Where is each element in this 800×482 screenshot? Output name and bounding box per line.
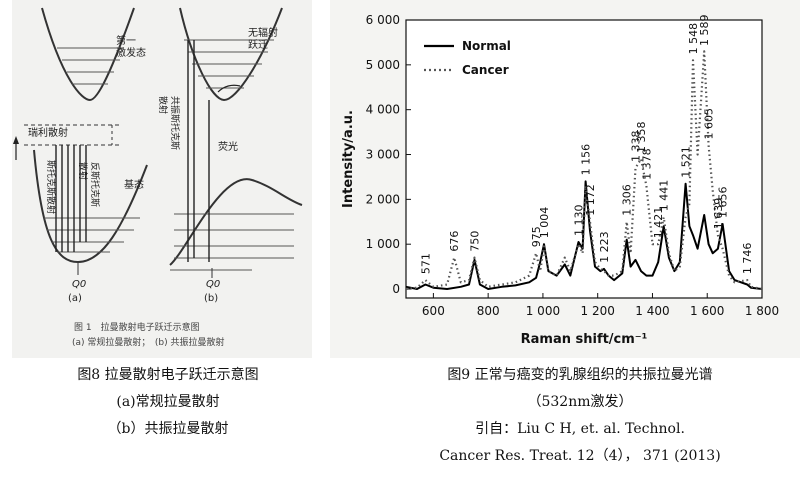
- x-tick-label: 1 600: [690, 304, 724, 318]
- right-figure-caption: 图9 正常与癌变的乳腺组织的共振拉曼光谱 （532nm激发） 引自：Liu C …: [360, 362, 800, 470]
- right-caption-title: 图9 正常与癌变的乳腺组织的共振拉曼光谱: [447, 367, 713, 383]
- label-q0-a: Q0: [72, 279, 86, 290]
- raman-spectrum-chart: 0 1 000 2 000 3 000 4 000 5 000 6 000 600 800 1 0…: [330, 0, 800, 358]
- peak-label: 571: [419, 253, 432, 274]
- transition-lines-a: [55, 145, 87, 252]
- peak-label: 975: [530, 226, 543, 247]
- x-tick-label: 1 800: [745, 304, 779, 318]
- peak-label: 1 004: [538, 207, 551, 239]
- legend-cancer-label: Cancer: [462, 63, 509, 77]
- raman-spectrum-svg: 0 1 000 2 000 3 000 4 000 5 000 6 000 600 800 1 0…: [330, 0, 800, 358]
- x-tick-label: 800: [477, 304, 500, 318]
- series-cancer-line: [405, 50, 763, 291]
- inner-caption-1: 图 1 拉曼散射电子跃迁示意图: [74, 321, 200, 333]
- right-caption-citation-2: Cancer Res. Treat. 12（4）， 371 (2013): [439, 448, 721, 464]
- x-tick-label: 1 200: [581, 304, 615, 318]
- peak-label: 1 223: [598, 231, 611, 263]
- y-axis-label: Intensity/a.u.: [341, 110, 356, 208]
- peak-label: 750: [469, 231, 482, 252]
- peak-label: 1 130: [573, 205, 586, 237]
- label-stokes: 斯托克斯散射: [45, 160, 57, 214]
- transition-diagram-svg: 第一 激发态 瑞利散射 斯托克斯散射 反斯托克斯 散射 基态 无辐射 跃迁 共振…: [12, 0, 312, 358]
- legend-normal-label: Normal: [462, 39, 511, 53]
- inner-caption-2: (a) 常规拉曼散射； (b) 共振拉曼散射: [72, 336, 225, 348]
- transition-diagram: 第一 激发态 瑞利散射 斯托克斯散射 反斯托克斯 散射 基态 无辐射 跃迁 共振…: [12, 0, 312, 358]
- ground-state-curve-b: [169, 178, 303, 266]
- peak-label: 1 421: [652, 207, 665, 239]
- peak-label: 1 378: [640, 148, 653, 180]
- y-tick-label: 1 000: [366, 237, 400, 251]
- excited-state-curve-a: [41, 7, 135, 102]
- label-first-excited: 第一 激发态: [116, 34, 146, 59]
- y-tick-label: 3 000: [366, 148, 400, 162]
- peak-label: 1 639: [712, 198, 725, 230]
- label-ground: 基态: [124, 178, 144, 191]
- plot-area: [405, 19, 763, 299]
- label-fluorescence: 荧光: [218, 140, 238, 153]
- legend: Normal Cancer: [424, 39, 511, 77]
- left-caption-a: (a)常规拉曼散射: [116, 394, 220, 410]
- peak-label: 1 589: [698, 15, 711, 47]
- x-tick-label: 1 400: [635, 304, 669, 318]
- label-rayleigh: 瑞利散射: [28, 126, 68, 139]
- panel-b-label: (b): [204, 293, 218, 304]
- nonradiative-arrow: [217, 84, 241, 93]
- y-tick-label: 4 000: [366, 103, 400, 117]
- peak-label: 1 358: [635, 122, 648, 154]
- peak-label: 1 605: [703, 108, 716, 140]
- label-q0-b: Q0: [206, 279, 220, 290]
- y-tick-label: 2 000: [366, 192, 400, 206]
- right-caption-citation-1: 引自：Liu C H, et. al. Technol.: [475, 421, 685, 437]
- right-caption-excitation: （532nm激发）: [527, 394, 633, 410]
- x-axis-label: Raman shift/cm⁻¹: [521, 332, 648, 347]
- peak-label: 1 172: [584, 184, 597, 216]
- label-antistokes: 反斯托克斯 散射: [77, 162, 101, 210]
- label-resonance: 共振斯托克斯 散射: [157, 96, 181, 153]
- transition-lines-b: [187, 40, 210, 262]
- panel-a-label: (a): [68, 293, 82, 304]
- panel-b: [169, 7, 303, 278]
- excited-levels-a: [57, 47, 124, 85]
- left-caption-title: 图8 拉曼散射电子跃迁示意图: [77, 367, 259, 383]
- peak-label: 1 746: [741, 243, 754, 275]
- y-tick-label: 0: [392, 282, 400, 296]
- peak-label: 1 306: [621, 184, 634, 216]
- peak-label: 1 521: [680, 146, 693, 178]
- peak-label: 1 548: [687, 23, 700, 55]
- x-tick-label: 600: [422, 304, 445, 318]
- y-tick-label: 6 000: [366, 13, 400, 27]
- peak-label: 1 338: [630, 131, 643, 163]
- excited-levels-b: [184, 39, 274, 89]
- y-tick-label: 5 000: [366, 58, 400, 72]
- label-nonradiative: 无辐射 跃迁: [248, 26, 281, 51]
- left-caption-b: （b）共振拉曼散射: [107, 421, 229, 437]
- peak-label: 676: [448, 231, 461, 252]
- left-figure-caption: 图8 拉曼散射电子跃迁示意图 (a)常规拉曼散射 （b）共振拉曼散射: [0, 362, 336, 443]
- panel-a: [13, 7, 148, 275]
- x-tick-label: 1 000: [526, 304, 560, 318]
- peak-label: 1 156: [580, 144, 593, 176]
- peak-label: 1 441: [658, 180, 671, 212]
- peak-label: 1 656: [717, 187, 730, 219]
- excited-state-curve-b: [179, 7, 283, 102]
